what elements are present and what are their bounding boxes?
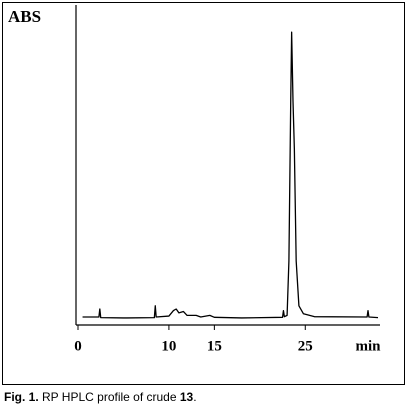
x-tick-label: 0 [74,338,82,354]
caption: Fig. 1. RP HPLC profile of crude 13. [4,390,197,404]
caption-end: . [193,390,196,404]
caption-text: RP HPLC profile of crude [42,390,177,404]
caption-prefix: Fig. 1. [4,390,39,404]
x-tick-label: 10 [161,338,176,354]
chromatogram-trace [82,31,379,319]
y-axis-label: ABS [8,7,41,26]
caption-compound: 13 [180,390,194,404]
x-tick-label: 15 [207,338,222,354]
x-tick-label: 25 [298,338,313,354]
x-axis-label: min [355,338,381,354]
frame [2,2,405,385]
